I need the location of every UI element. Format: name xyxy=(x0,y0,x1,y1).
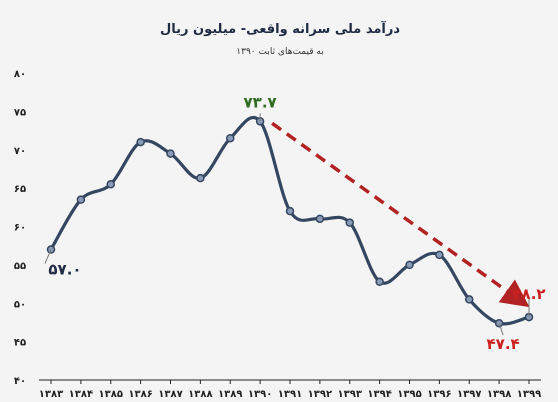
x-tick-label: ۱۳۹۰ xyxy=(248,389,272,400)
series-group xyxy=(46,115,534,328)
x-tick-label: ۱۳۹۶ xyxy=(427,389,451,400)
data-point xyxy=(465,295,474,304)
data-label: ۴۷.۴ xyxy=(487,335,520,353)
data-point xyxy=(405,260,414,270)
data-point xyxy=(196,173,205,183)
y-tick-label: ۵۵ xyxy=(14,261,26,272)
y-tick-label: ۴۰ xyxy=(14,376,26,387)
x-tick-label: ۱۳۸۹ xyxy=(218,389,242,400)
x-tick-label: ۱۳۸۸ xyxy=(188,389,212,400)
x-tick-label: ۱۳۸۳ xyxy=(39,389,63,400)
x-tick-label: ۱۳۹۷ xyxy=(457,389,481,400)
x-tick-label: ۱۳۹۱ xyxy=(278,389,302,400)
x-tick-label: ۱۳۹۵ xyxy=(397,389,421,400)
data-point xyxy=(106,180,115,189)
tick-labels: ۴۰ ۴۵ ۵۰ ۵۵ ۶۰ ۶۵ ۷۰ ۷۵ ۸۰ ۱۳۸۳ ۱۳۸۴ ۱۳۸۵ ۱۳۸۶ ۱۳۸۷ ۱۳… xyxy=(14,69,541,400)
x-tick-label: ۱۳۹۴ xyxy=(367,389,391,400)
data-point xyxy=(76,195,86,204)
series-line xyxy=(49,115,530,326)
chart-subtitle: به قیمت‌های ثابت ۱۳۹۰ xyxy=(236,47,323,57)
y-tick-label: ۴۵ xyxy=(14,338,26,349)
data-point xyxy=(285,206,295,216)
chart-title: درآمد ملی سرانه واقعی- میلیون ریال xyxy=(160,20,400,37)
data-point xyxy=(375,277,384,287)
y-tick-label: ۵۰ xyxy=(14,299,26,310)
y-tick-label: ۷۵ xyxy=(14,107,26,118)
x-tick-label: ۱۳۸۴ xyxy=(69,389,93,400)
data-point xyxy=(166,149,175,158)
data-point xyxy=(435,250,444,260)
data-point xyxy=(136,137,145,147)
y-tick-label: ۶۵ xyxy=(14,184,26,195)
x-tick-label: ۱۳۹۹ xyxy=(517,389,541,400)
x-tick-label: ۱۳۹۲ xyxy=(308,389,332,400)
data-point xyxy=(226,133,235,143)
annotations-group: ۷۳.۷ ۵۷.۰ ۴۸.۲ ۴۷.۴ xyxy=(44,93,546,353)
x-tick-label: ۱۳۹۳ xyxy=(338,389,362,400)
axes xyxy=(39,379,541,384)
trend-arrow-group xyxy=(271,121,530,308)
x-tick-label: ۱۳۸۵ xyxy=(99,389,123,400)
y-tick-label: ۶۰ xyxy=(14,223,26,234)
data-point xyxy=(315,214,325,224)
data-label: ۷۳.۷ xyxy=(244,93,277,111)
x-tick-label: ۱۳۸۷ xyxy=(158,389,182,400)
y-tick-label: ۸۰ xyxy=(14,69,26,80)
data-label: ۴۸.۲ xyxy=(512,285,545,303)
trend-arrow xyxy=(271,121,530,308)
annotation-leader xyxy=(44,249,52,264)
y-tick-label: ۷۰ xyxy=(14,146,26,157)
x-tick-label: ۱۳۸۶ xyxy=(128,389,152,400)
data-label: ۵۷.۰ xyxy=(48,261,81,279)
data-point xyxy=(345,218,354,227)
annotation-leader xyxy=(498,323,504,336)
x-tick-label: ۱۳۹۸ xyxy=(487,389,511,400)
